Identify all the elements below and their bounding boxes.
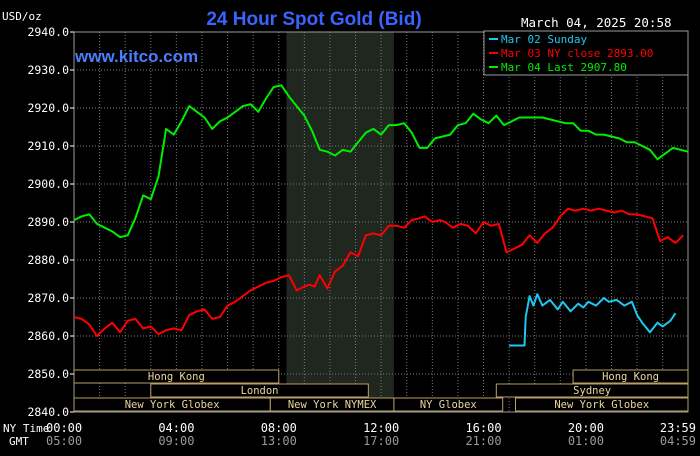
x-tick-gmt: 01:00 (568, 434, 604, 448)
y-tick-label: 2870.0 (27, 291, 69, 305)
x-tick-ny: 16:00 (465, 421, 501, 435)
y-tick-label: 2880.0 (27, 253, 69, 267)
market-label: New York NYMEX (288, 399, 377, 411)
x-tick-gmt: 13:00 (261, 434, 297, 448)
y-tick-label: 2890.0 (27, 215, 69, 229)
market-bar (150, 383, 369, 398)
x-tick-ny: 20:00 (568, 421, 604, 435)
market-label: NY Globex (420, 399, 477, 411)
legend-label: Mar 04 Last 2907.80 (501, 61, 627, 74)
market-bar (514, 397, 689, 412)
market-label: Hong Kong (148, 371, 205, 383)
series-line (73, 207, 684, 337)
y-axis-ticks: 2840.0 2850.0 2860.0 2870.0 2880.0 2890.0 2900… (27, 25, 74, 419)
market-label: Hong Kong (602, 371, 659, 383)
x-tick-ny: 08:00 (261, 421, 297, 435)
market-label: New York Globex (125, 399, 220, 411)
y-tick-label: 2900.0 (27, 177, 69, 191)
y-axis-units: USD/oz (2, 10, 42, 23)
gmt-label: GMT (9, 435, 29, 448)
x-tick-ny: 00:00 (46, 421, 82, 435)
legend-box (483, 30, 689, 76)
market-bar (73, 369, 280, 384)
legend-label: Mar 03 NY close 2893.00 (501, 47, 653, 60)
x-tick-gmt: 17:00 (363, 434, 399, 448)
market-bar (495, 383, 689, 398)
x-tick-gmt: 05:00 (46, 434, 82, 448)
ny-time-label: NY Time (3, 422, 49, 435)
x-tick-gmt: 21:00 (465, 434, 501, 448)
y-tick-label: 2940.0 (27, 25, 69, 39)
series-line (509, 293, 677, 347)
y-tick-label: 2910.0 (27, 139, 69, 153)
price-series (73, 84, 689, 347)
market-sessions: Hong Kong London New York Globex New York N… (73, 369, 689, 412)
chart-title: 24 Hour Spot Gold (Bid) (206, 9, 421, 30)
market-label: Sydney (573, 385, 611, 397)
x-tick-ny: 23:59 (660, 421, 696, 435)
y-tick-label: 2860.0 (27, 329, 69, 343)
timestamp: March 04, 2025 20:58 (521, 15, 672, 30)
y-tick-label: 2850.0 (27, 367, 69, 381)
x-tick-gmt: 09:00 (158, 434, 194, 448)
market-label: London (241, 385, 279, 397)
y-tick-label: 2930.0 (27, 63, 69, 77)
series-line (73, 84, 689, 239)
y-tick-label: 2920.0 (27, 101, 69, 115)
market-bar (393, 397, 504, 412)
kitco-watermark: www.kitco.com (74, 47, 198, 66)
market-bar (572, 369, 689, 384)
legend-label: Mar 02 Sunday (501, 33, 587, 46)
y-tick-label: 2840.0 (27, 405, 69, 419)
market-label: New York Globex (554, 399, 649, 411)
x-tick-gmt: 04:59 (660, 434, 696, 448)
x-tick-ny: 04:00 (158, 421, 194, 435)
x-tick-ny: 12:00 (363, 421, 399, 435)
